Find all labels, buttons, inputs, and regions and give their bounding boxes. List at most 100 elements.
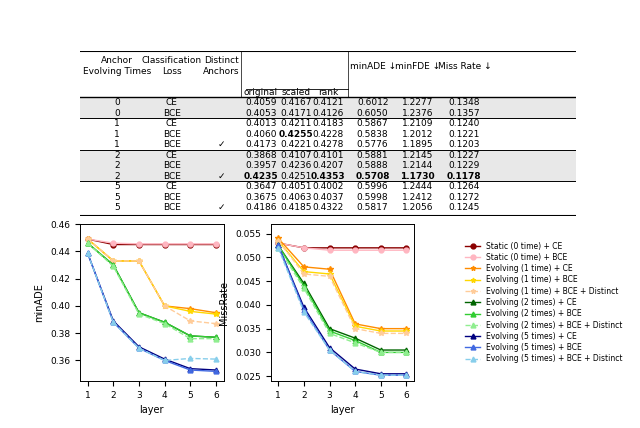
Text: 0.3675: 0.3675 bbox=[245, 193, 277, 202]
Text: Distinct
Anchors: Distinct Anchors bbox=[203, 56, 239, 76]
Y-axis label: MissRate: MissRate bbox=[220, 280, 229, 324]
Text: CE: CE bbox=[166, 119, 178, 128]
Text: 0.4126: 0.4126 bbox=[312, 109, 344, 118]
Text: 0.4211: 0.4211 bbox=[280, 119, 312, 128]
Text: BCE: BCE bbox=[163, 161, 180, 170]
Text: BCE: BCE bbox=[163, 140, 180, 149]
Bar bbox=[80, 129, 576, 140]
Text: 0.1272: 0.1272 bbox=[449, 193, 480, 202]
Text: ✓: ✓ bbox=[218, 203, 225, 212]
Text: 0: 0 bbox=[115, 98, 120, 107]
Text: CE: CE bbox=[166, 182, 178, 191]
Text: Classification
Loss: Classification Loss bbox=[141, 56, 202, 76]
Text: 0.6050: 0.6050 bbox=[357, 109, 388, 118]
Text: 1.2376: 1.2376 bbox=[401, 109, 433, 118]
Bar bbox=[80, 98, 576, 108]
Text: 1.2412: 1.2412 bbox=[402, 193, 433, 202]
Text: 0.4185: 0.4185 bbox=[280, 203, 312, 212]
Text: 1.2277: 1.2277 bbox=[401, 98, 433, 107]
Text: 0.4322: 0.4322 bbox=[312, 203, 344, 212]
Text: 1.1895: 1.1895 bbox=[401, 140, 433, 149]
Text: 0.4173: 0.4173 bbox=[245, 140, 276, 149]
Text: 0.6012: 0.6012 bbox=[357, 98, 388, 107]
Text: 0.5776: 0.5776 bbox=[357, 140, 388, 149]
Text: 0.4063: 0.4063 bbox=[280, 193, 312, 202]
Text: 0.5881: 0.5881 bbox=[357, 151, 388, 160]
Text: 0.4002: 0.4002 bbox=[312, 182, 344, 191]
Text: original: original bbox=[244, 88, 278, 97]
Text: 0.4171: 0.4171 bbox=[280, 109, 312, 118]
Text: 0.1227: 0.1227 bbox=[449, 151, 480, 160]
Text: 0.3647: 0.3647 bbox=[245, 182, 276, 191]
Text: 0.4051: 0.4051 bbox=[280, 182, 312, 191]
Text: 0.1264: 0.1264 bbox=[449, 182, 480, 191]
Text: 1.2144: 1.2144 bbox=[402, 161, 433, 170]
Y-axis label: minADE: minADE bbox=[35, 283, 45, 322]
Text: 0.4167: 0.4167 bbox=[280, 98, 312, 107]
Bar bbox=[80, 171, 576, 181]
Text: 0.1357: 0.1357 bbox=[449, 109, 480, 118]
Text: 0.4183: 0.4183 bbox=[312, 119, 344, 128]
Text: 1.2012: 1.2012 bbox=[401, 130, 433, 139]
Text: 0.4053: 0.4053 bbox=[245, 109, 276, 118]
Text: BCE: BCE bbox=[163, 172, 180, 181]
Text: 0.4121: 0.4121 bbox=[312, 98, 344, 107]
Text: 0.5817: 0.5817 bbox=[357, 203, 388, 212]
Text: 0.4255: 0.4255 bbox=[278, 130, 313, 139]
Text: 1.2145: 1.2145 bbox=[401, 151, 433, 160]
Text: minFDE ↓: minFDE ↓ bbox=[395, 62, 440, 71]
Text: CE: CE bbox=[166, 98, 178, 107]
Bar bbox=[80, 181, 576, 192]
Text: 0.1203: 0.1203 bbox=[449, 140, 480, 149]
Text: 0.5888: 0.5888 bbox=[357, 161, 388, 170]
Text: 1.1730: 1.1730 bbox=[400, 172, 435, 181]
Text: 0.1348: 0.1348 bbox=[449, 98, 480, 107]
Text: BCE: BCE bbox=[163, 203, 180, 212]
Text: 0.4059: 0.4059 bbox=[245, 98, 276, 107]
Bar bbox=[80, 108, 576, 119]
Text: minADE ↓: minADE ↓ bbox=[349, 62, 396, 71]
Text: 0.1221: 0.1221 bbox=[449, 130, 480, 139]
Text: BCE: BCE bbox=[163, 109, 180, 118]
Text: 0.5998: 0.5998 bbox=[357, 193, 388, 202]
Text: 0.4228: 0.4228 bbox=[312, 130, 344, 139]
Text: 0.5867: 0.5867 bbox=[357, 119, 388, 128]
Legend: Static (0 time) + CE, Static (0 time) + BCE, Evolving (1 time) + CE, Evolving (1: Static (0 time) + CE, Static (0 time) + … bbox=[465, 241, 623, 363]
Text: 1: 1 bbox=[115, 130, 120, 139]
Text: 1: 1 bbox=[115, 140, 120, 149]
Text: 0.5838: 0.5838 bbox=[357, 130, 388, 139]
Text: 0.4207: 0.4207 bbox=[312, 161, 344, 170]
Text: 2: 2 bbox=[115, 161, 120, 170]
Text: rank: rank bbox=[318, 88, 338, 97]
Text: 0.1240: 0.1240 bbox=[449, 119, 480, 128]
Text: 0.3868: 0.3868 bbox=[245, 151, 277, 160]
Bar bbox=[80, 202, 576, 213]
X-axis label: layer: layer bbox=[140, 405, 164, 415]
Text: 0.4353: 0.4353 bbox=[310, 172, 346, 181]
Text: 0.1229: 0.1229 bbox=[449, 161, 480, 170]
Bar bbox=[80, 119, 576, 129]
Text: Anchor
Evolving Times: Anchor Evolving Times bbox=[83, 56, 151, 76]
Text: 0.5708: 0.5708 bbox=[355, 172, 390, 181]
Text: CE: CE bbox=[166, 151, 178, 160]
Text: 0.4235: 0.4235 bbox=[244, 172, 278, 181]
Text: scaled: scaled bbox=[281, 88, 310, 97]
Text: 0.4101: 0.4101 bbox=[312, 151, 344, 160]
Text: 0.4278: 0.4278 bbox=[312, 140, 344, 149]
Text: 2: 2 bbox=[115, 172, 120, 181]
Text: 1.2109: 1.2109 bbox=[401, 119, 433, 128]
Text: 0.1178: 0.1178 bbox=[447, 172, 482, 181]
Text: 0.4013: 0.4013 bbox=[245, 119, 276, 128]
Text: 0.3957: 0.3957 bbox=[245, 161, 277, 170]
Text: BCE: BCE bbox=[163, 130, 180, 139]
Text: 0.4060: 0.4060 bbox=[245, 130, 276, 139]
Text: Miss Rate ↓: Miss Rate ↓ bbox=[438, 62, 492, 71]
Text: 0: 0 bbox=[115, 109, 120, 118]
Text: 1: 1 bbox=[115, 119, 120, 128]
Text: 5: 5 bbox=[115, 182, 120, 191]
Text: 5: 5 bbox=[115, 193, 120, 202]
Text: 0.4236: 0.4236 bbox=[280, 161, 312, 170]
X-axis label: layer: layer bbox=[330, 405, 355, 415]
Text: 2: 2 bbox=[115, 151, 120, 160]
Text: BCE: BCE bbox=[163, 193, 180, 202]
